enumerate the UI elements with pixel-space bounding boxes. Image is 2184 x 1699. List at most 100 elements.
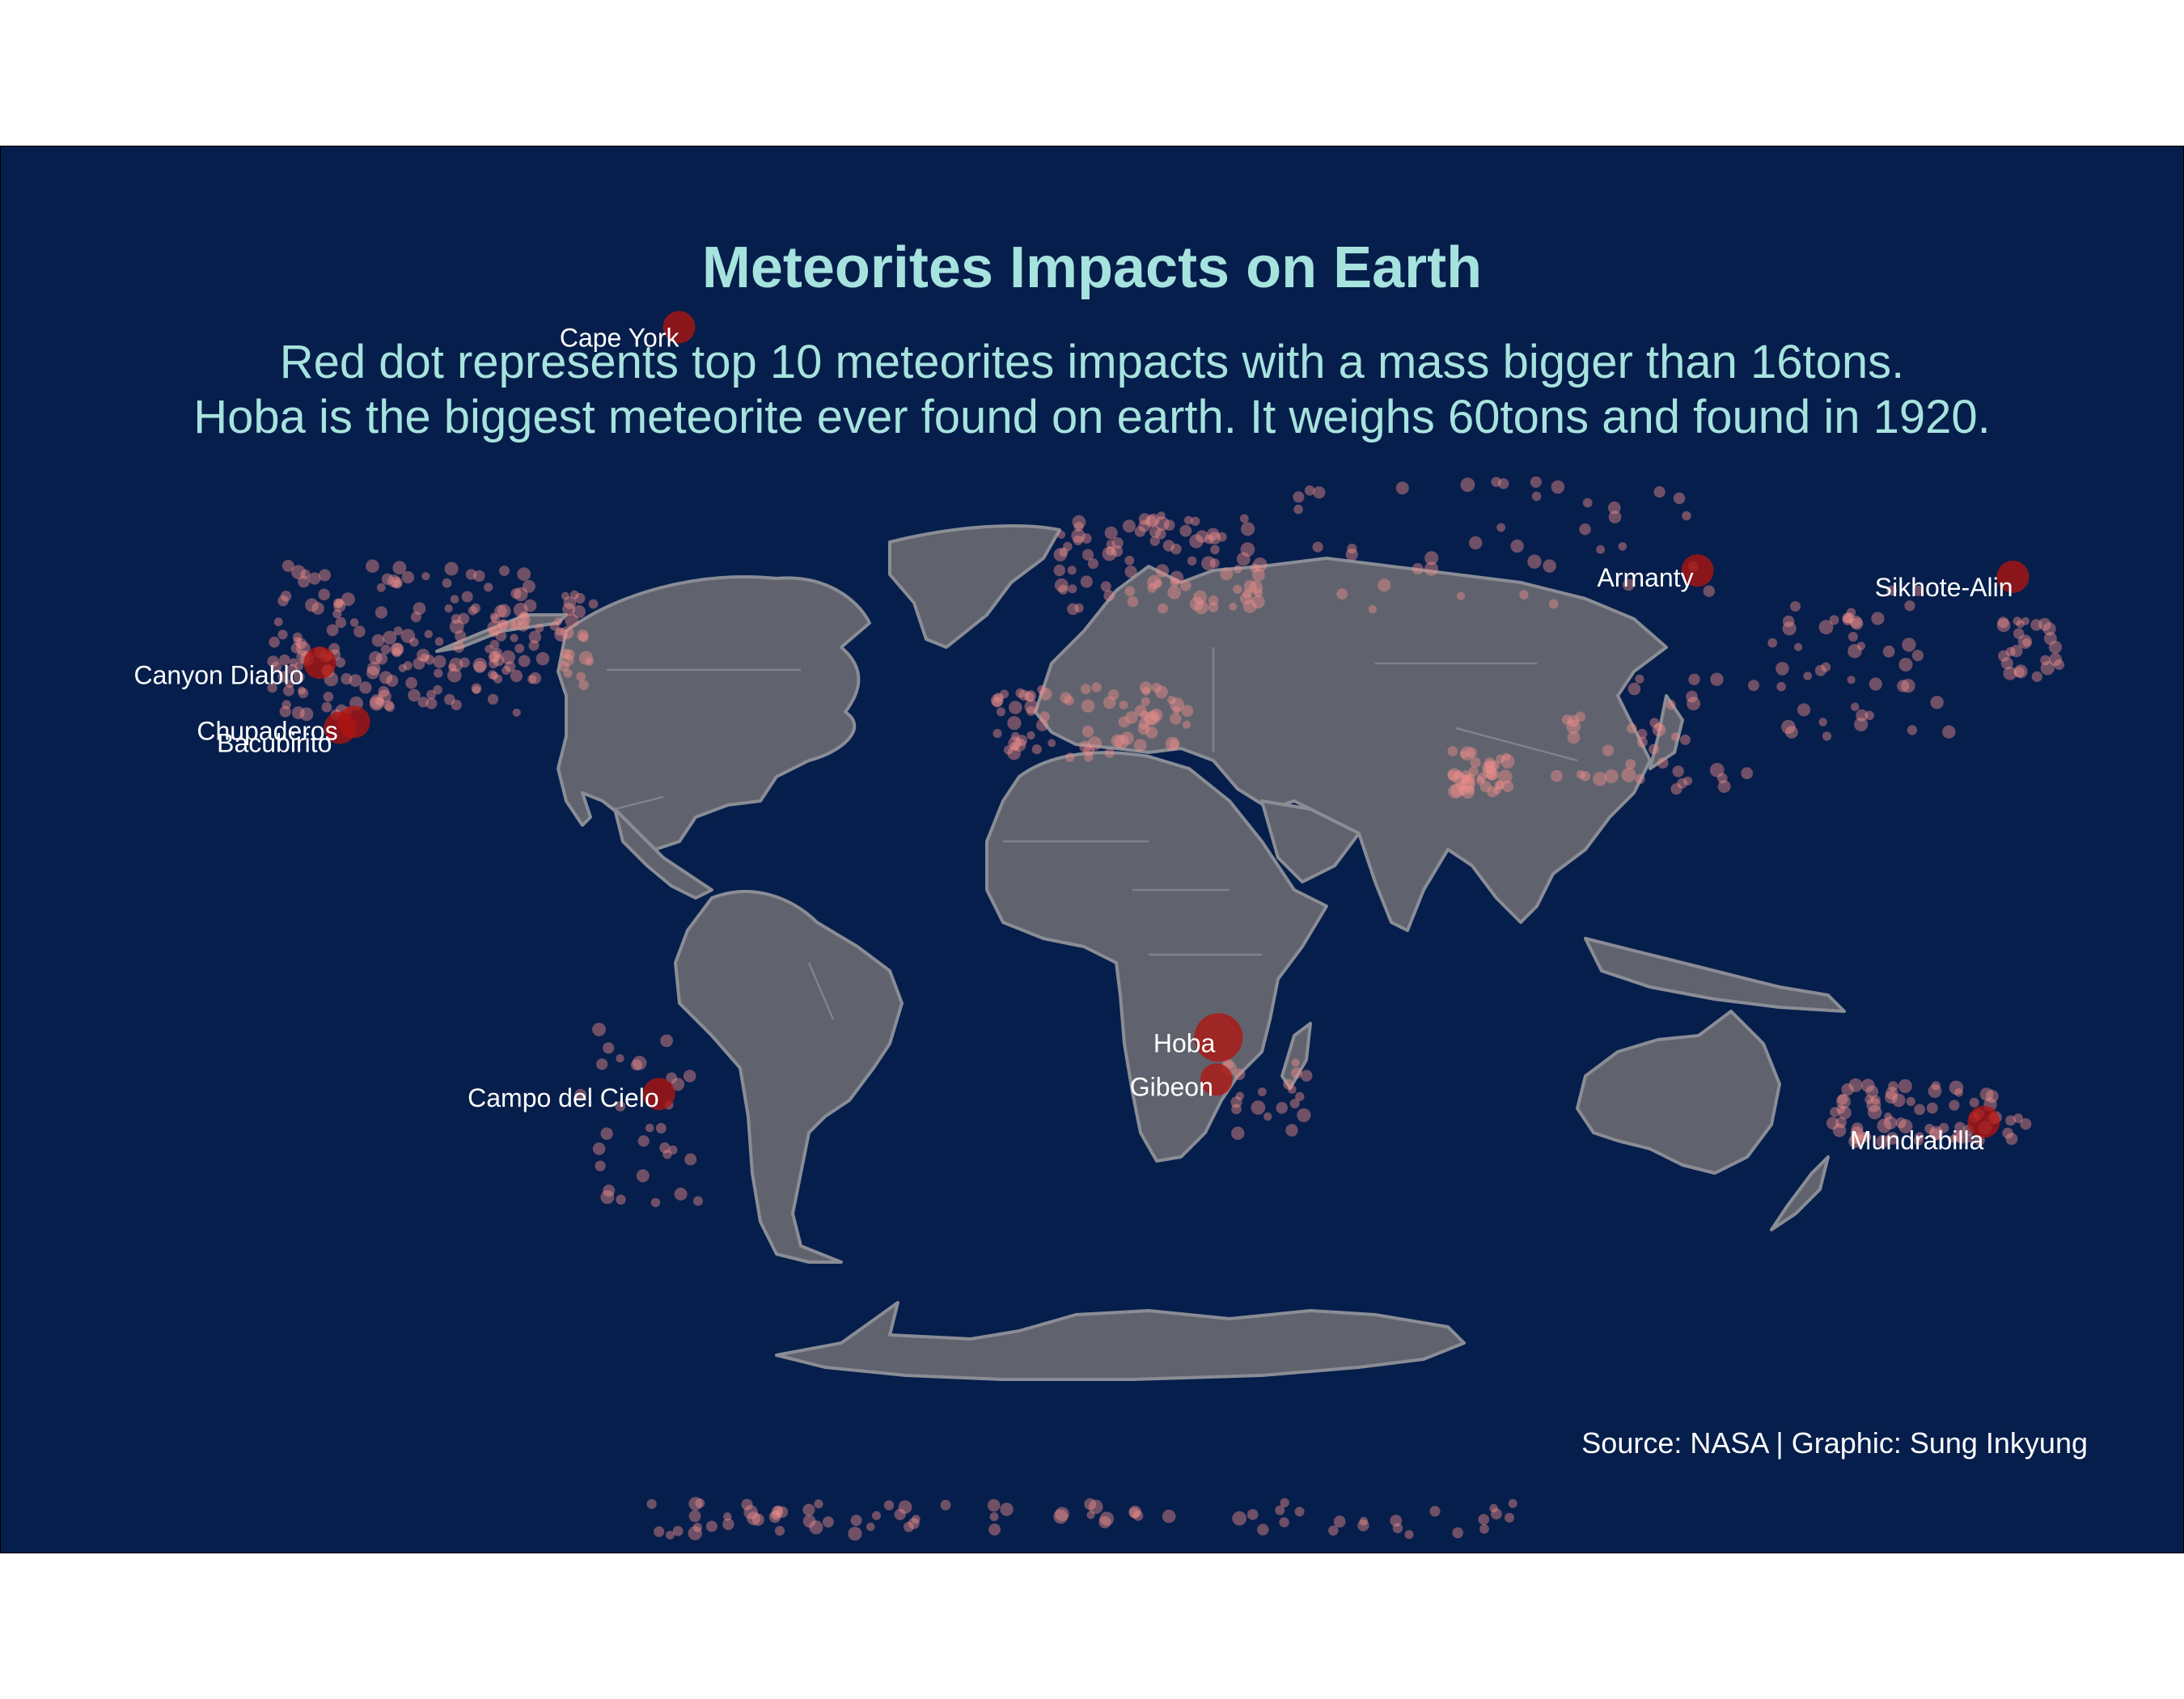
impact-point	[674, 1187, 688, 1201]
impact-point	[1608, 511, 1622, 523]
impact-point	[359, 681, 372, 694]
impact-point	[1098, 1515, 1111, 1529]
impact-point	[1424, 561, 1439, 576]
impact-point	[424, 629, 433, 638]
impact-point	[1551, 480, 1565, 494]
impact-point	[637, 1135, 650, 1147]
impact-point	[392, 642, 404, 655]
impact-point	[1103, 696, 1116, 710]
impact-point	[1458, 786, 1469, 795]
impact-point	[1285, 1124, 1298, 1137]
impact-point	[1543, 559, 1556, 573]
impact-point	[1906, 1096, 1915, 1107]
impact-point	[872, 1510, 881, 1520]
impact-point	[1931, 1081, 1941, 1091]
impact-point	[452, 641, 465, 653]
impact-point	[1025, 690, 1037, 702]
impact-point	[596, 1058, 608, 1070]
impact-point	[1183, 515, 1193, 525]
impact-point	[1868, 1104, 1882, 1120]
impact-point	[668, 1145, 678, 1155]
impact-point	[1114, 735, 1129, 749]
impact-point	[1460, 774, 1471, 784]
impact-point	[553, 617, 563, 626]
impact-point	[1251, 595, 1265, 609]
impact-point	[424, 655, 435, 665]
impact-point	[1781, 719, 1796, 735]
impact-point	[1621, 767, 1636, 782]
impact-point	[494, 604, 507, 617]
impact-point	[326, 624, 339, 637]
impact-point	[1851, 1122, 1864, 1135]
impact-point	[585, 657, 594, 666]
impact-point	[1252, 557, 1268, 572]
impact-point	[1080, 575, 1093, 588]
impact-point	[1100, 581, 1111, 592]
impact-point	[562, 603, 576, 616]
top-meteorite-marker	[1967, 1105, 2000, 1138]
impact-point	[894, 1508, 906, 1520]
impact-point	[1477, 773, 1487, 782]
top-meteorite-marker	[1200, 1063, 1233, 1096]
impact-point	[318, 588, 331, 601]
impact-point	[1575, 711, 1586, 722]
impact-point	[1996, 618, 2011, 633]
impact-point	[1170, 713, 1182, 725]
impact-point	[688, 1510, 701, 1523]
impact-point	[1882, 645, 1895, 658]
impact-point	[1942, 725, 1956, 739]
impact-point	[1602, 744, 1615, 756]
impact-point	[391, 576, 403, 589]
impact-point	[1287, 1085, 1297, 1094]
impact-point	[1291, 1058, 1300, 1067]
impact-point	[1911, 650, 1924, 662]
impact-point	[1000, 689, 1009, 699]
impact-point	[1850, 1126, 1864, 1140]
impact-point	[555, 627, 564, 636]
impact-point	[1404, 1530, 1414, 1540]
impact-point	[1067, 603, 1079, 616]
south-america-land	[674, 890, 904, 1264]
land-masses	[435, 524, 1846, 1381]
impact-point	[2013, 628, 2025, 639]
impact-point	[988, 1523, 1001, 1536]
impact-point	[277, 595, 289, 607]
impact-point	[1231, 1104, 1242, 1115]
impact-point	[1079, 740, 1091, 753]
impact-point	[1671, 732, 1681, 742]
impact-point	[497, 604, 511, 618]
impact-point	[1582, 498, 1593, 508]
impact-point	[1495, 780, 1505, 790]
impact-point	[1007, 746, 1021, 761]
impact-point	[1814, 664, 1826, 676]
impact-point	[1071, 528, 1086, 543]
impact-point	[576, 672, 586, 682]
impact-point	[1997, 616, 2009, 629]
impact-point	[378, 686, 390, 697]
impact-point	[1593, 772, 1607, 786]
impact-point	[2017, 634, 2033, 649]
impact-point	[574, 1088, 587, 1101]
impact-point	[390, 642, 404, 657]
impact-point	[497, 620, 509, 631]
impact-point	[2020, 1118, 2032, 1130]
impact-point	[1670, 783, 1682, 795]
north-america-land	[557, 575, 871, 851]
impact-point	[1876, 1134, 1890, 1148]
impact-point	[498, 619, 509, 629]
impact-point	[1111, 734, 1124, 748]
impact-point	[1494, 780, 1504, 790]
impact-point	[1252, 569, 1265, 582]
impact-point	[1548, 599, 1559, 609]
impact-point	[421, 572, 430, 581]
impact-point	[1461, 785, 1475, 799]
impact-point	[353, 625, 366, 638]
subtitle-line-1: Red dot represents top 10 meteorites imp…	[279, 336, 1905, 388]
impact-point	[1496, 754, 1505, 764]
impact-point	[311, 602, 324, 615]
impact-point	[528, 640, 540, 651]
impact-point	[517, 612, 531, 626]
impact-point	[1829, 615, 1839, 625]
impact-point	[592, 1142, 606, 1155]
impact-point	[1073, 522, 1084, 532]
